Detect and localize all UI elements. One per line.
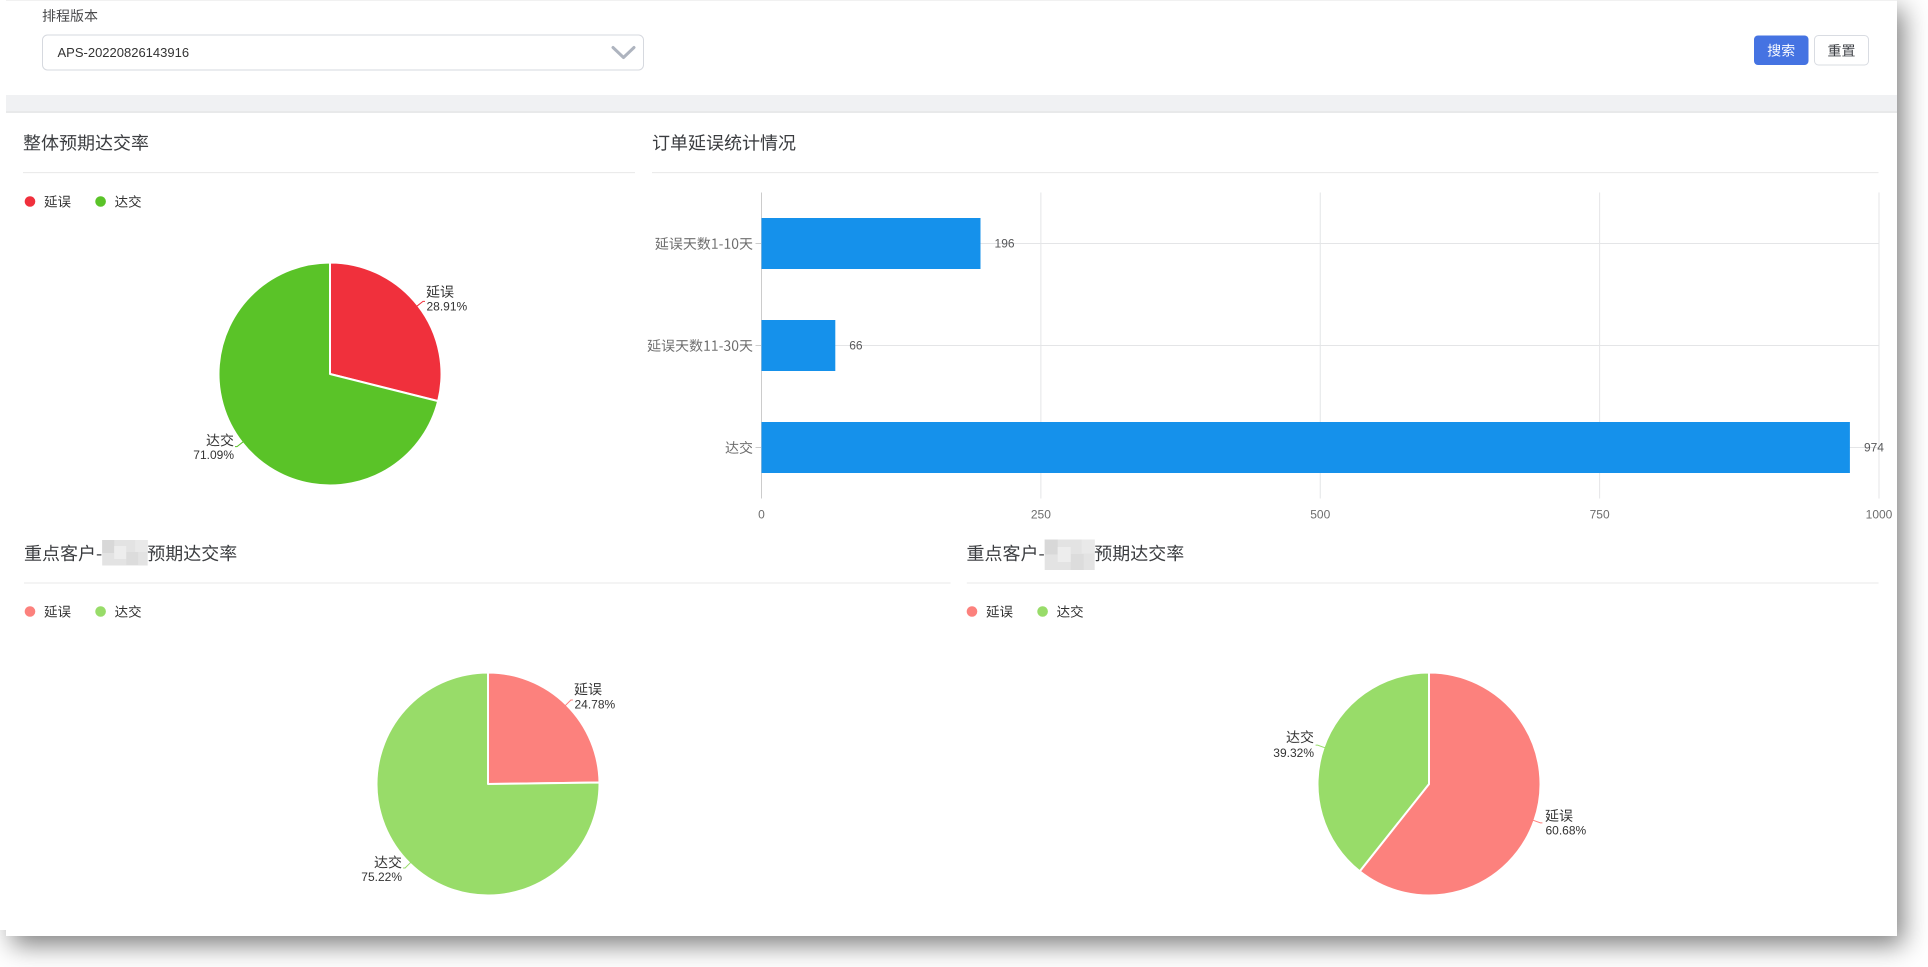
svg-text:500: 500 [1310,508,1330,522]
svg-text:60.68%: 60.68% [1546,824,1587,838]
svg-text:250: 250 [1031,508,1051,522]
svg-text:APS-20220826143916: APS-20220826143916 [58,45,190,60]
svg-text:750: 750 [1590,508,1610,522]
svg-text:24.78%: 24.78% [575,698,616,712]
svg-text:0: 0 [758,508,765,522]
svg-text:71.09%: 71.09% [193,448,234,462]
svg-text:39.32%: 39.32% [1273,746,1314,760]
svg-text:196: 196 [995,237,1015,251]
svg-text:1000: 1000 [1866,508,1893,522]
svg-text:28.91%: 28.91% [427,300,468,314]
svg-text:66: 66 [849,339,863,353]
svg-text:75.22%: 75.22% [361,870,402,884]
svg-text:974: 974 [1864,441,1884,455]
